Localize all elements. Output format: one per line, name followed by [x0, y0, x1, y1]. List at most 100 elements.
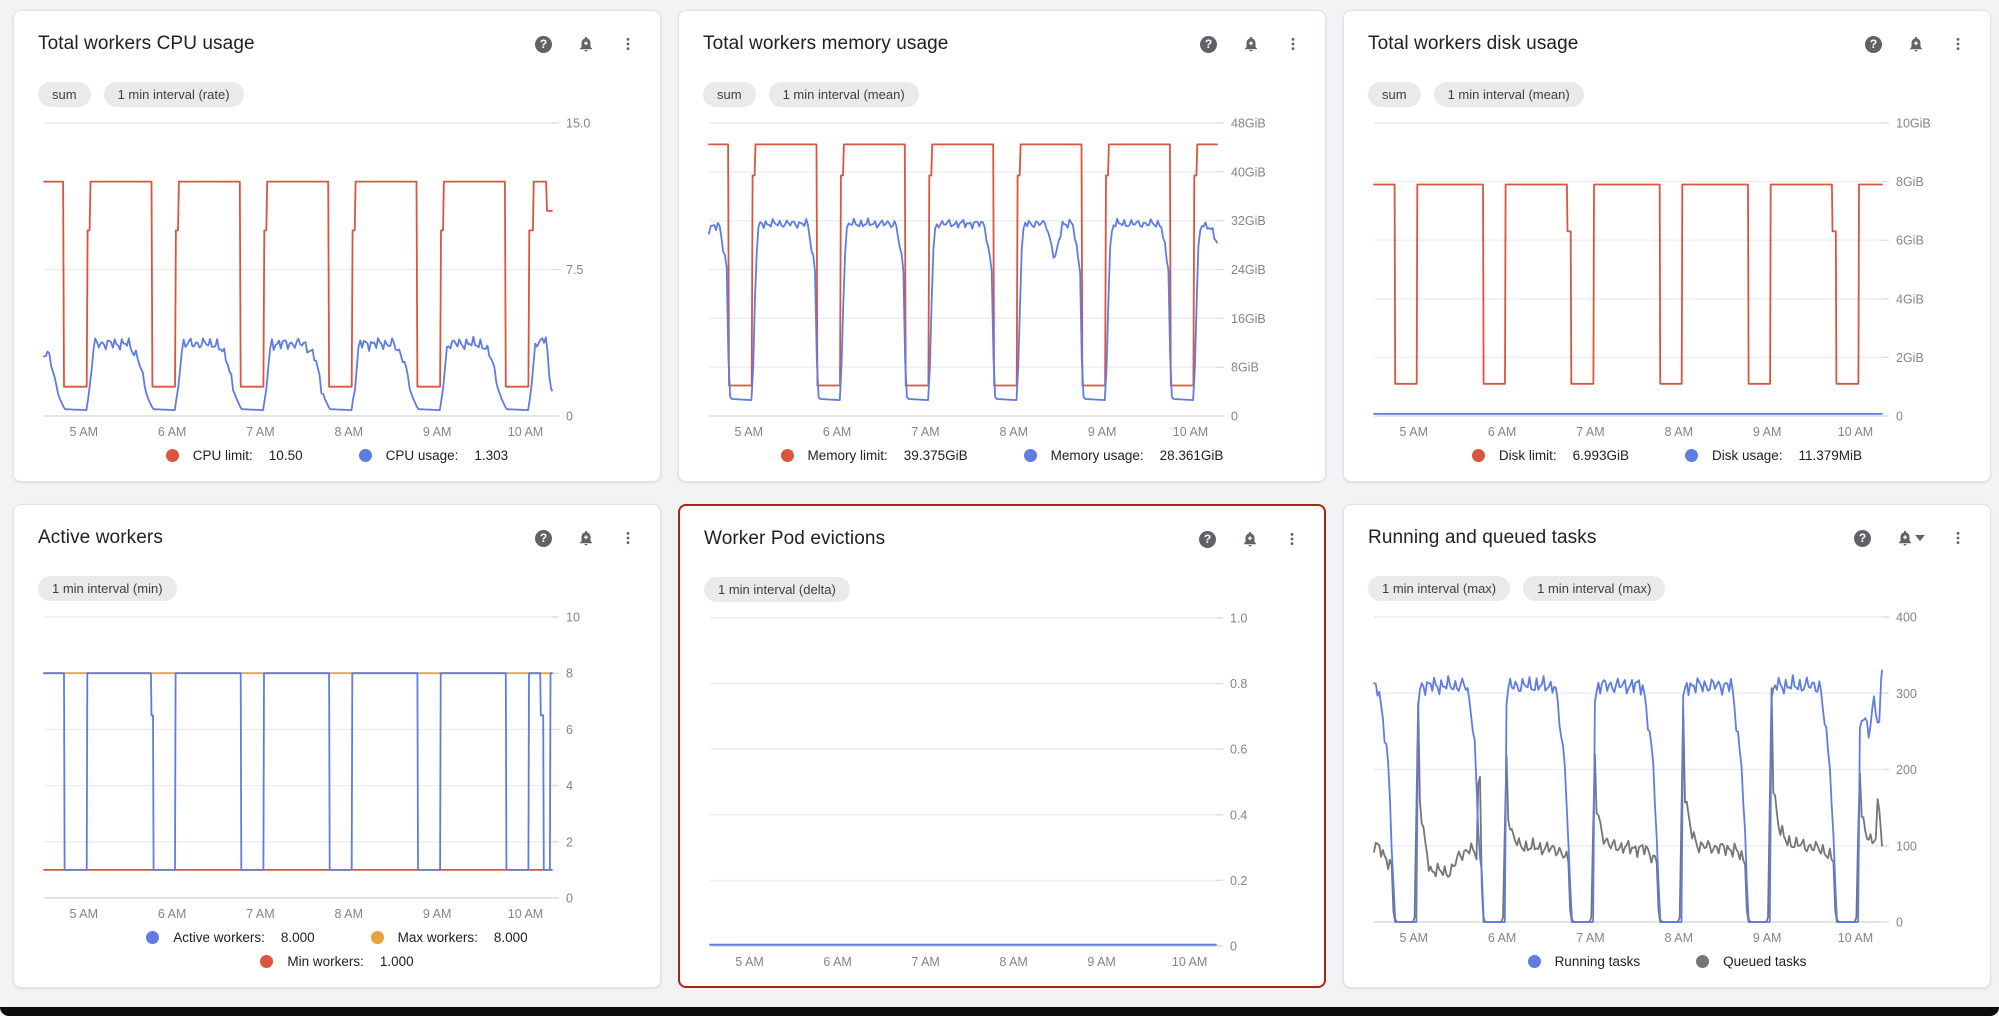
chart-area[interactable]: 0 100 200 300 400 5 AM 6 AM 7 AM 8 AM 9 AM 10 AM	[1368, 605, 1966, 950]
y-axis-label: 0	[566, 892, 573, 906]
add-alert-icon[interactable]	[1896, 529, 1925, 547]
y-axis-label: 10	[566, 611, 580, 625]
chip-row: sum 1 min interval (rate)	[38, 82, 636, 107]
x-axis-label: 10 AM	[1172, 955, 1207, 969]
card-header: Total workers memory usage ?	[703, 33, 1301, 55]
more-options-icon[interactable]	[620, 530, 636, 546]
alert-caret-icon[interactable]	[1915, 535, 1925, 541]
aggregation-chip: 1 min interval (mean)	[1433, 82, 1584, 107]
series-line	[43, 180, 553, 388]
legend-item[interactable]: Queued tasks	[1696, 954, 1806, 969]
y-axis-label: 2GiB	[1896, 351, 1924, 365]
more-options-icon[interactable]	[1950, 36, 1966, 52]
legend-item[interactable]: CPU usage: 1.303	[358, 448, 508, 463]
y-axis-label: 8	[566, 667, 573, 681]
more-options-icon[interactable]	[1285, 36, 1301, 52]
y-axis-label: 15.0	[566, 117, 590, 131]
card-actions: ?	[1200, 35, 1301, 53]
legend-value: 11.379MiB	[1798, 448, 1863, 463]
chart-card: Total workers memory usage ? sum 1 min in…	[678, 10, 1326, 482]
legend-value: 8.000	[280, 930, 315, 945]
x-axis-label: 5 AM	[70, 907, 99, 921]
y-axis-label: 0	[1230, 940, 1237, 954]
legend-item[interactable]: Running tasks	[1527, 954, 1640, 969]
x-axis-label: 9 AM	[1087, 955, 1116, 969]
legend-item[interactable]: Memory usage: 28.361GiB	[1023, 448, 1223, 463]
legend-item[interactable]: Disk usage: 11.379MiB	[1684, 448, 1863, 463]
x-axis-label: 7 AM	[246, 425, 275, 439]
legend-item[interactable]: Active workers: 8.000	[146, 930, 315, 945]
aggregation-chip: sum	[1368, 82, 1421, 107]
card-title: Active workers	[38, 527, 163, 548]
legend-item[interactable]: Disk limit: 6.993GiB	[1471, 448, 1629, 463]
card-title: Running and queued tasks	[1368, 527, 1597, 548]
x-axis-label: 6 AM	[823, 425, 852, 439]
more-options-icon[interactable]	[620, 36, 636, 52]
line-chart-svg: 0 100 200 300 400 5 AM 6 AM 7 AM 8 AM 9 AM 10 AM	[1373, 611, 1917, 945]
chart-area[interactable]: 0 0.2 0.4 0.6 0.8 1.0 5 AM 6 AM 7 AM 8 AM 9 AM 10 A…	[704, 606, 1300, 974]
chip-row: sum 1 min interval (mean)	[703, 82, 1301, 107]
x-axis-label: 5 AM	[735, 425, 764, 439]
x-axis-label: 10 AM	[508, 425, 543, 439]
legend-row: Memory limit: 39.375GiB Memory usage: 28.36…	[703, 448, 1301, 463]
x-axis-label: 7 AM	[911, 955, 940, 969]
add-alert-icon[interactable]	[577, 529, 595, 547]
chart-area[interactable]: 0 2GiB 4GiB 6GiB 8GiB 10GiB 5 AM 6 AM 7 AM 8 AM 9 …	[1368, 111, 1966, 444]
add-alert-icon[interactable]	[1241, 530, 1259, 548]
help-icon[interactable]: ?	[1199, 530, 1216, 548]
y-axis-label: 200	[1896, 763, 1917, 777]
legend-dot	[260, 955, 274, 968]
help-icon[interactable]: ?	[1200, 35, 1217, 53]
chart-area[interactable]: 0 8GiB 16GiB 24GiB 32GiB 40GiB 48GiB 5 AM 6 AM 7 …	[703, 111, 1301, 444]
legend-dot	[780, 449, 794, 462]
chip-row: 1 min interval (max) 1 min interval (max)	[1368, 576, 1966, 601]
y-axis-label: 1.0	[1230, 612, 1247, 626]
legend-dot	[165, 449, 179, 462]
chip-row: 1 min interval (delta)	[704, 577, 1300, 602]
more-options-icon[interactable]	[1284, 531, 1300, 547]
chart-area[interactable]: 0 2 4 6 8 10 5 AM 6 AM 7 AM 8 AM 9 AM 10 AM	[38, 605, 636, 926]
legend-label: Disk usage:	[1711, 448, 1783, 463]
x-axis-label: 6 AM	[158, 907, 187, 921]
y-axis-label: 0.4	[1230, 808, 1247, 822]
line-chart-svg: 0 2 4 6 8 10 5 AM 6 AM 7 AM 8 AM 9 AM 10 AM	[43, 611, 580, 921]
add-alert-icon[interactable]	[1907, 35, 1925, 53]
legend-value: 1.000	[379, 954, 414, 969]
series-line	[43, 672, 553, 871]
aggregation-chip: 1 min interval (mean)	[768, 82, 919, 107]
add-alert-icon[interactable]	[577, 35, 595, 53]
card-actions: ?	[535, 529, 636, 547]
y-axis-label: 8GiB	[1231, 361, 1259, 375]
x-axis-label: 8 AM	[1665, 931, 1694, 945]
legend-label: CPU usage:	[385, 448, 459, 463]
series-line	[708, 143, 1218, 387]
y-axis-label: 300	[1896, 687, 1917, 701]
add-alert-icon[interactable]	[1242, 35, 1260, 53]
legend-item[interactable]: CPU limit: 10.50	[165, 448, 303, 463]
help-icon[interactable]: ?	[1865, 35, 1882, 53]
help-icon[interactable]: ?	[535, 35, 552, 53]
legend-label: Min workers:	[287, 954, 364, 969]
legend-row: Active workers: 8.000 Max workers: 8.000	[38, 930, 636, 945]
chip-row: 1 min interval (min)	[38, 576, 636, 601]
help-icon[interactable]: ?	[1854, 529, 1871, 547]
y-axis-label: 0	[566, 410, 573, 424]
y-axis-label: 48GiB	[1231, 117, 1266, 131]
legend-item[interactable]: Memory limit: 39.375GiB	[780, 448, 968, 463]
legend-label: Max workers:	[397, 930, 478, 945]
card-title: Total workers memory usage	[703, 33, 949, 54]
aggregation-chip: 1 min interval (min)	[38, 576, 177, 601]
legend-value: 8.000	[493, 930, 528, 945]
chart-area[interactable]: 0 7.5 15.0 5 AM 6 AM 7 AM 8 AM 9 AM 10 AM	[38, 111, 636, 444]
legend-row: Min workers: 1.000	[38, 954, 636, 969]
y-axis-label: 2	[566, 835, 573, 849]
legend-dot	[370, 931, 384, 944]
help-icon[interactable]: ?	[535, 529, 552, 547]
card-actions: ?	[1865, 35, 1966, 53]
aggregation-chip: sum	[703, 82, 756, 107]
x-axis-label: 5 AM	[735, 955, 764, 969]
more-options-icon[interactable]	[1950, 530, 1966, 546]
legend-item[interactable]: Min workers: 1.000	[260, 954, 414, 969]
legend-item[interactable]: Max workers: 8.000	[370, 930, 528, 945]
